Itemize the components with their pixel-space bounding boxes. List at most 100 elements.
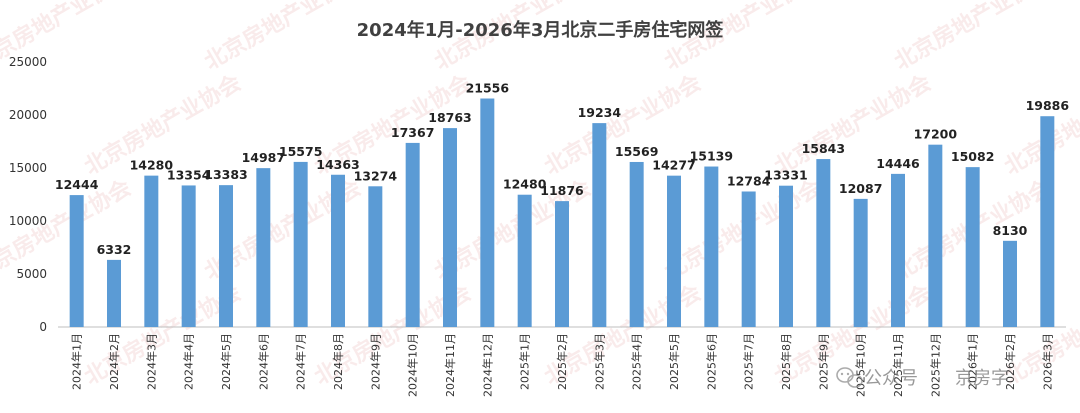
data-label: 21556 <box>466 81 510 96</box>
x-tick-label: 2025年2月 <box>555 333 569 390</box>
data-label: 12784 <box>727 173 771 188</box>
data-label: 17367 <box>391 125 435 140</box>
data-label: 19234 <box>578 105 622 120</box>
bar <box>293 161 308 327</box>
x-tick-label: 2024年10月 <box>406 333 420 397</box>
x-tick-label: 2024年9月 <box>368 333 382 390</box>
bar <box>928 144 943 327</box>
x-tick-label: 2025年10月 <box>854 333 868 397</box>
data-label: 13354 <box>167 167 211 182</box>
data-label: 18763 <box>428 110 472 125</box>
x-tick-label: 2025年3月 <box>592 333 606 390</box>
bar <box>181 185 196 327</box>
x-tick-label: 2024年7月 <box>294 333 308 390</box>
bar <box>1040 116 1055 327</box>
bar <box>331 174 345 327</box>
data-label: 12480 <box>503 177 547 192</box>
y-tick-label: 15000 <box>9 161 47 175</box>
data-label: 13274 <box>354 168 398 183</box>
bar <box>853 198 868 327</box>
bar <box>480 98 495 327</box>
data-label: 14363 <box>316 157 360 172</box>
x-tick-label: 2024年8月 <box>331 333 345 390</box>
bar <box>555 201 569 327</box>
data-label: 15082 <box>951 149 995 164</box>
x-tick-label: 2025年5月 <box>667 333 681 390</box>
x-tick-label: 2025年12月 <box>928 333 942 397</box>
data-label: 19886 <box>1026 98 1070 113</box>
data-label: 6332 <box>97 242 132 257</box>
y-tick-label: 5000 <box>16 267 47 281</box>
x-tick-label: 2024年11月 <box>443 333 457 397</box>
source-label: 公众号 <box>864 368 918 389</box>
bar <box>965 167 980 327</box>
x-tick-label: 2026年1月 <box>966 333 980 390</box>
data-label: 15139 <box>690 149 734 164</box>
x-tick-label: 2026年2月 <box>1003 333 1017 390</box>
data-label: 12444 <box>55 177 99 192</box>
data-label: 14277 <box>652 158 696 173</box>
bar <box>741 191 756 327</box>
data-label: 13383 <box>204 167 248 182</box>
bar <box>368 186 383 327</box>
wechat-icon <box>836 367 863 388</box>
data-label: 11876 <box>540 183 584 198</box>
bar <box>667 175 681 327</box>
x-tick-label: 2024年1月 <box>70 333 84 390</box>
bar <box>704 166 719 327</box>
x-tick-label: 2025年1月 <box>518 333 532 390</box>
data-label: 14280 <box>130 158 174 173</box>
data-label: 17200 <box>914 127 958 142</box>
data-labels: 1244463321428013354133831498715575143631… <box>55 81 1069 257</box>
data-label: 14446 <box>876 156 920 171</box>
data-label: 15575 <box>279 144 323 159</box>
x-tick-label: 2025年11月 <box>891 333 905 397</box>
y-tick-label: 25000 <box>9 55 47 69</box>
account-name: 京房字 <box>955 368 1009 389</box>
bar <box>107 259 121 327</box>
bar <box>1003 240 1017 327</box>
bar <box>517 194 532 327</box>
x-tick-label: 2026年3月 <box>1040 333 1054 390</box>
bar <box>779 185 793 327</box>
bar <box>69 195 84 327</box>
x-tick-label: 2025年7月 <box>742 333 756 390</box>
bar <box>256 168 271 327</box>
y-tick-label: 10000 <box>9 214 47 228</box>
x-tick-label: 2025年6月 <box>704 333 718 390</box>
y-axis: 0 5000 10000 15000 20000 25000 <box>9 55 47 334</box>
bar <box>219 185 233 327</box>
x-tick-label: 2024年5月 <box>219 333 233 390</box>
bar <box>891 173 905 327</box>
x-tick-label: 2024年4月 <box>182 333 196 390</box>
x-tick-label: 2024年6月 <box>256 333 270 390</box>
bar <box>629 161 644 327</box>
chart-title: 2024年1月-2026年3月北京二手房住宅网签 <box>357 19 725 41</box>
watermark-text: 北京房地产业协会 <box>1000 70 1080 181</box>
bar <box>405 142 420 327</box>
y-tick-label: 20000 <box>9 108 47 122</box>
data-label: 15843 <box>802 141 846 156</box>
bar <box>592 123 607 327</box>
x-tick-label: 2024年2月 <box>107 333 121 390</box>
x-axis: 2024年1月 2024年2月 2024年3月 2024年4月 2024年5月 2024年… <box>70 333 1055 397</box>
x-tick-label: 2024年3月 <box>144 333 158 390</box>
data-label: 14987 <box>242 150 286 165</box>
x-tick-label: 2025年9月 <box>816 333 830 390</box>
data-label: 12087 <box>839 181 883 196</box>
data-label: 13331 <box>764 168 808 183</box>
bar <box>816 159 831 327</box>
y-tick-label: 0 <box>39 320 47 334</box>
data-label: 8130 <box>993 223 1028 238</box>
watermark-text: 北京房地产业协会 <box>200 0 365 75</box>
watermark-text: 北京房地产业协会 <box>890 0 1055 75</box>
bars <box>69 98 1055 327</box>
x-tick-label: 2025年8月 <box>779 333 793 390</box>
x-tick-label: 2025年4月 <box>630 333 644 390</box>
x-tick-label: 2024年12月 <box>480 333 494 397</box>
data-label: 15569 <box>615 144 659 159</box>
branding: 公众号 京房字 <box>836 367 1009 389</box>
bar <box>443 128 457 327</box>
bar <box>144 175 159 327</box>
